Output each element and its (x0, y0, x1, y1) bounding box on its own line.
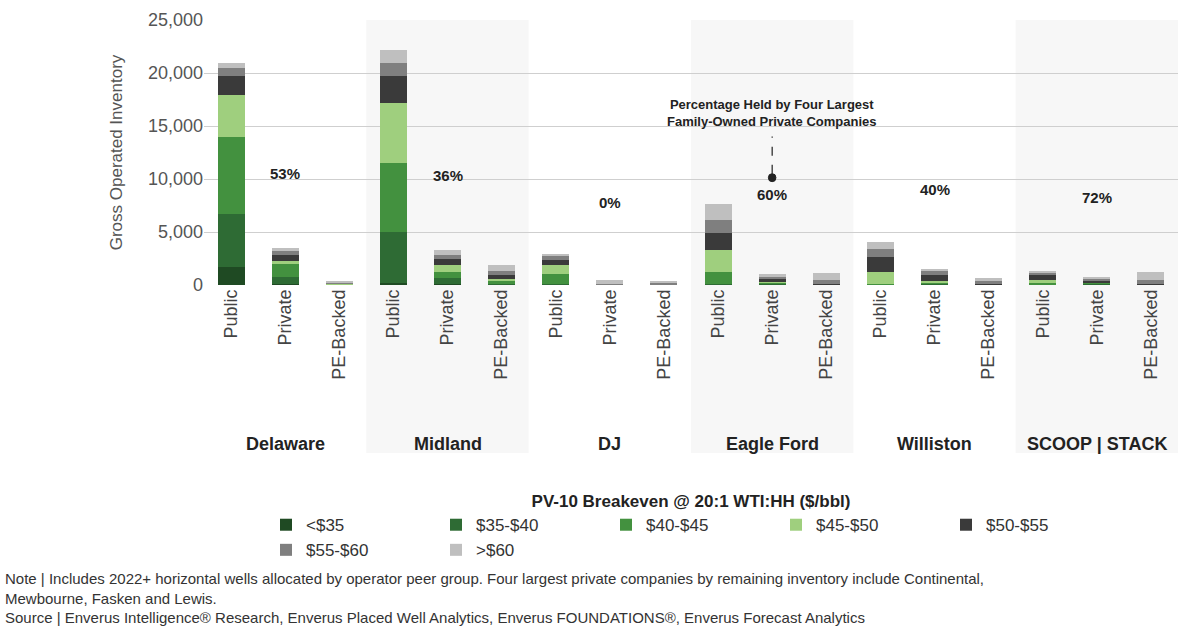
svg-text:Public: Public (546, 290, 566, 339)
svg-text:72%: 72% (1082, 189, 1112, 206)
svg-text:$50-$55: $50-$55 (986, 516, 1048, 535)
svg-text:0%: 0% (599, 194, 621, 211)
svg-text:PE-Backed: PE-Backed (978, 290, 998, 380)
svg-text:53%: 53% (270, 165, 300, 182)
svg-text:Private: Private (762, 290, 782, 346)
svg-text:Eagle Ford: Eagle Ford (726, 434, 819, 454)
svg-text:Public: Public (1033, 290, 1053, 339)
svg-text:5,000: 5,000 (158, 222, 203, 242)
svg-text:Private: Private (437, 290, 457, 346)
svg-text:Note | Includes 2022+ horizont: Note | Includes 2022+ horizontal wells a… (5, 570, 984, 626)
svg-text:20,000: 20,000 (148, 63, 203, 83)
svg-text:$55-$60: $55-$60 (306, 541, 368, 560)
svg-text:0: 0 (193, 275, 203, 295)
svg-text:Public: Public (383, 290, 403, 339)
svg-text:15,000: 15,000 (148, 116, 203, 136)
svg-text:Public: Public (221, 290, 241, 339)
svg-text:25,000: 25,000 (148, 10, 203, 30)
svg-text:$40-$45: $40-$45 (646, 516, 708, 535)
svg-text:Public: Public (708, 290, 728, 339)
svg-text:Public: Public (870, 290, 890, 339)
svg-text:DJ: DJ (598, 434, 621, 454)
svg-text:Midland: Midland (414, 434, 482, 454)
svg-text:36%: 36% (433, 167, 463, 184)
svg-text:PE-Backed: PE-Backed (654, 290, 674, 380)
svg-text:60%: 60% (757, 186, 787, 203)
svg-text:<$35: <$35 (306, 516, 344, 535)
svg-text:>$60: >$60 (476, 541, 514, 560)
svg-text:$35-$40: $35-$40 (476, 516, 538, 535)
svg-text:PV-10 Breakeven @ 20:1 WTI:HH: PV-10 Breakeven @ 20:1 WTI:HH ($/bbl) (532, 492, 851, 511)
svg-text:PE-Backed: PE-Backed (329, 290, 349, 380)
svg-text:Williston: Williston (897, 434, 972, 454)
svg-text:Private: Private (600, 290, 620, 346)
svg-text:Private: Private (924, 290, 944, 346)
svg-text:Private: Private (275, 290, 295, 346)
svg-text:$45-$50: $45-$50 (816, 516, 878, 535)
svg-text:PE-Backed: PE-Backed (816, 290, 836, 380)
svg-text:Private: Private (1087, 290, 1107, 346)
svg-text:Percentage Held by Four Larges: Percentage Held by Four LargestFamily-Ow… (667, 97, 877, 129)
svg-text:PE-Backed: PE-Backed (1141, 290, 1161, 380)
svg-text:Gross Operated Inventory: Gross Operated Inventory (107, 54, 126, 250)
svg-text:PE-Backed: PE-Backed (491, 290, 511, 380)
svg-text:Delaware: Delaware (246, 434, 325, 454)
svg-text:10,000: 10,000 (148, 169, 203, 189)
svg-text:40%: 40% (920, 181, 950, 198)
svg-text:SCOOP | STACK: SCOOP | STACK (1027, 434, 1167, 454)
